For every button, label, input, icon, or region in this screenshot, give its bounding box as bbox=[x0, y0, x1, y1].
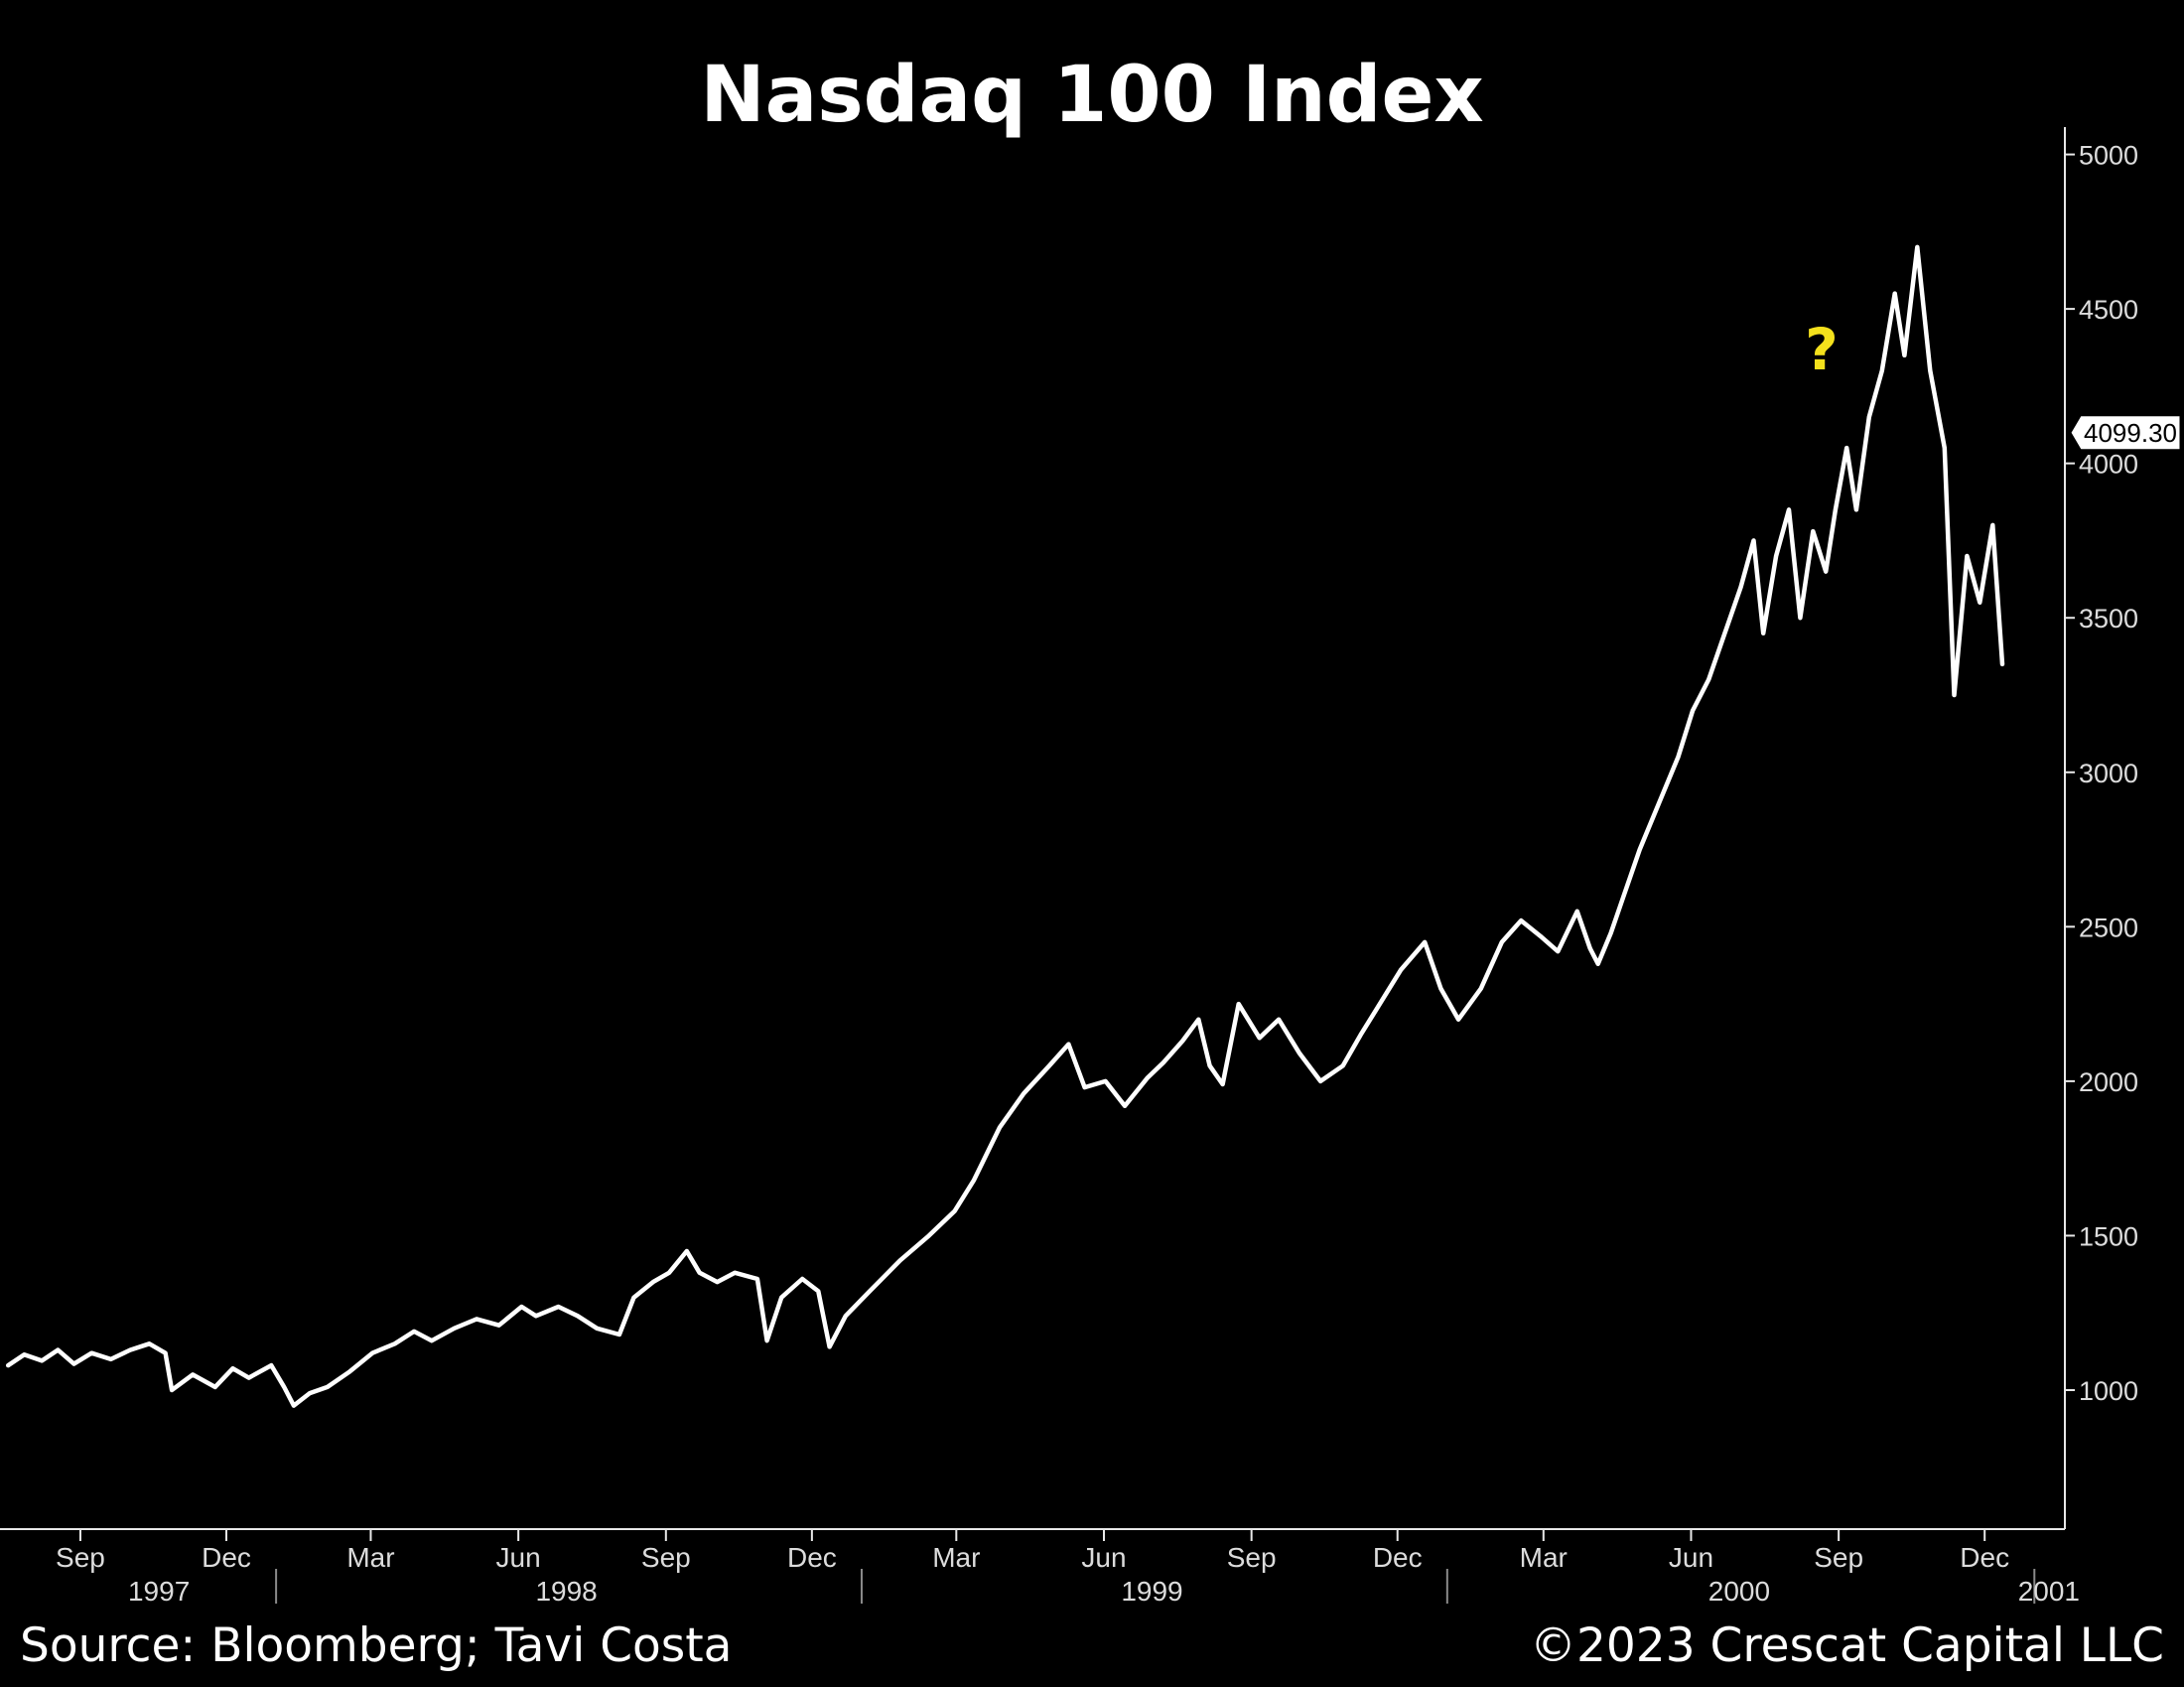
x-tick-label: Sep bbox=[641, 1542, 691, 1573]
x-tick-label: Jun bbox=[1669, 1542, 1713, 1573]
x-tick-label: Dec bbox=[202, 1542, 251, 1573]
x-tick-label: Mar bbox=[346, 1542, 394, 1573]
chart-title: Nasdaq 100 Index bbox=[700, 51, 1483, 140]
y-tick-label: 3000 bbox=[2079, 759, 2138, 788]
source-note: Source: Bloomberg; Tavi Costa bbox=[20, 1618, 733, 1673]
axis-ticks: 1000 1500 2000 2500 3000 3500 4000 4500 5000 Sep D… bbox=[56, 141, 2138, 1607]
x-year-label: 1997 bbox=[128, 1576, 190, 1607]
x-tick-label: Dec bbox=[787, 1542, 837, 1573]
last-value-text: 4099.30 bbox=[2084, 418, 2177, 448]
y-tick-label: 4000 bbox=[2079, 450, 2138, 480]
x-tick-label: Mar bbox=[1520, 1542, 1568, 1573]
y-tick-label: 2500 bbox=[2079, 913, 2138, 942]
last-value-label: 4099.30 bbox=[2070, 415, 2181, 451]
x-year-label: 2001 bbox=[2018, 1576, 2080, 1607]
y-tick-label: 3500 bbox=[2079, 604, 2138, 633]
axes bbox=[0, 127, 2066, 1530]
y-tick-label: 4500 bbox=[2079, 295, 2138, 325]
x-tick-label: Jun bbox=[1081, 1542, 1126, 1573]
x-year-label: 2000 bbox=[1708, 1576, 1770, 1607]
x-tick-label: Jun bbox=[496, 1542, 541, 1573]
x-tick-label: Sep bbox=[1814, 1542, 1863, 1573]
x-tick-label: Dec bbox=[1373, 1542, 1423, 1573]
x-tick-label: Sep bbox=[1227, 1542, 1277, 1573]
copyright-note: ©2023 Crescat Capital LLC bbox=[1530, 1618, 2164, 1673]
y-tick-label: 2000 bbox=[2079, 1067, 2138, 1097]
series-line bbox=[5, 244, 2005, 1408]
y-tick-label: 5000 bbox=[2079, 141, 2138, 171]
y-tick-label: 1000 bbox=[2079, 1376, 2138, 1406]
y-tick-label: 1500 bbox=[2079, 1221, 2138, 1251]
x-tick-label: Mar bbox=[932, 1542, 980, 1573]
question-mark-annotation: ? bbox=[1805, 316, 1839, 383]
x-year-label: 1998 bbox=[535, 1576, 597, 1607]
x-year-label: 1999 bbox=[1121, 1576, 1182, 1607]
x-tick-label: Sep bbox=[56, 1542, 105, 1573]
x-tick-label: Dec bbox=[1960, 1542, 2009, 1573]
